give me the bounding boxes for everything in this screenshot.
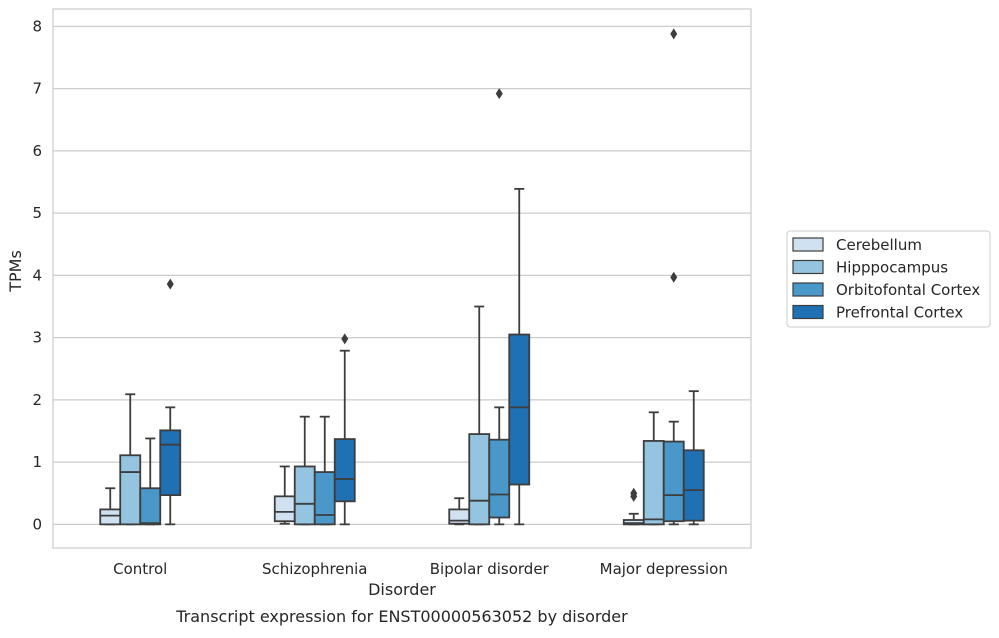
y-tick-labels: 0 1 2 3 4 5 6 7 8: [32, 17, 42, 533]
y-tick-label: 5: [32, 204, 42, 222]
box-iqr: [508, 333, 531, 486]
box-3-1: [642, 411, 665, 526]
legend: Cerebellum Hipppocampus Orbitofontal Corte…: [786, 230, 991, 328]
box-2-3: [508, 187, 531, 526]
box-0-1: [119, 393, 142, 526]
legend-item: Hipppocampus: [792, 259, 948, 277]
box-0-3: [159, 278, 182, 526]
box-1-1: [293, 415, 316, 526]
box-iqr: [293, 465, 316, 526]
outlier-point: [341, 333, 349, 345]
box-1-2: [313, 415, 336, 526]
x-tick-label: Control: [113, 560, 167, 578]
plot-frame: [52, 8, 752, 549]
box-iqr: [159, 429, 182, 496]
box-0-0: [99, 487, 122, 526]
x-tick-label: Schizophrenia: [262, 560, 367, 578]
outlier-point: [670, 271, 678, 283]
box-iqr: [119, 454, 142, 526]
box-2-0: [448, 497, 471, 526]
x-tick-label: Bipolar disorder: [430, 560, 550, 578]
legend-item: Prefrontal Cortex: [792, 304, 963, 322]
legend-label: Orbitofontal Cortex: [836, 281, 980, 299]
box-3-0: [622, 487, 645, 526]
legend-item: Orbitofontal Cortex: [792, 281, 980, 299]
outlier-point: [630, 487, 638, 499]
y-axis-label: TPMs: [6, 250, 25, 293]
plot-area: [99, 28, 705, 526]
box-3-3: [682, 390, 705, 526]
box-0-2: [139, 437, 162, 526]
box-iqr: [642, 440, 665, 526]
box-2-1: [468, 305, 491, 526]
legend-swatch: [792, 237, 824, 252]
outlier-point: [495, 88, 503, 100]
box-iqr: [468, 433, 491, 526]
box-2-2: [488, 88, 511, 526]
box-iqr: [448, 508, 471, 525]
box-iqr: [662, 440, 685, 523]
box-iqr: [273, 495, 296, 523]
box-iqr: [488, 438, 511, 519]
box-1-3: [333, 333, 356, 526]
legend-swatch: [792, 304, 824, 320]
legend-swatch: [792, 282, 824, 297]
box-iqr: [682, 449, 705, 522]
y-tick-label: 0: [32, 515, 42, 533]
box-iqr: [99, 508, 122, 526]
legend-frame: [786, 230, 991, 328]
y-tick-label: 4: [32, 266, 42, 284]
x-tick-label: Major depression: [600, 560, 728, 578]
legend-item: Cerebellum: [792, 236, 922, 254]
box-3-2: [662, 28, 685, 526]
outlier-point: [166, 278, 174, 290]
y-tick-label: 6: [32, 142, 42, 160]
box-iqr: [139, 487, 162, 526]
x-tick-labels: Control Schizophrenia Bipolar disorder Majo…: [113, 560, 728, 578]
y-tick-label: 3: [32, 329, 42, 347]
y-tick-label: 8: [32, 17, 42, 35]
outlier-point: [670, 28, 678, 40]
legend-label: Prefrontal Cortex: [836, 304, 963, 322]
box-iqr: [313, 471, 336, 526]
y-tick-label: 1: [32, 453, 42, 471]
y-tick-label: 7: [32, 80, 42, 98]
x-axis-label: Disorder: [368, 580, 436, 599]
chart-caption: Transcript expression for ENST0000056305…: [175, 607, 628, 626]
y-tick-label: 2: [32, 391, 42, 409]
legend-swatch: [792, 259, 824, 275]
box-iqr: [333, 438, 356, 503]
box-1-0: [273, 465, 296, 525]
legend-label: Cerebellum: [836, 236, 922, 254]
legend-label: Hipppocampus: [836, 259, 948, 277]
